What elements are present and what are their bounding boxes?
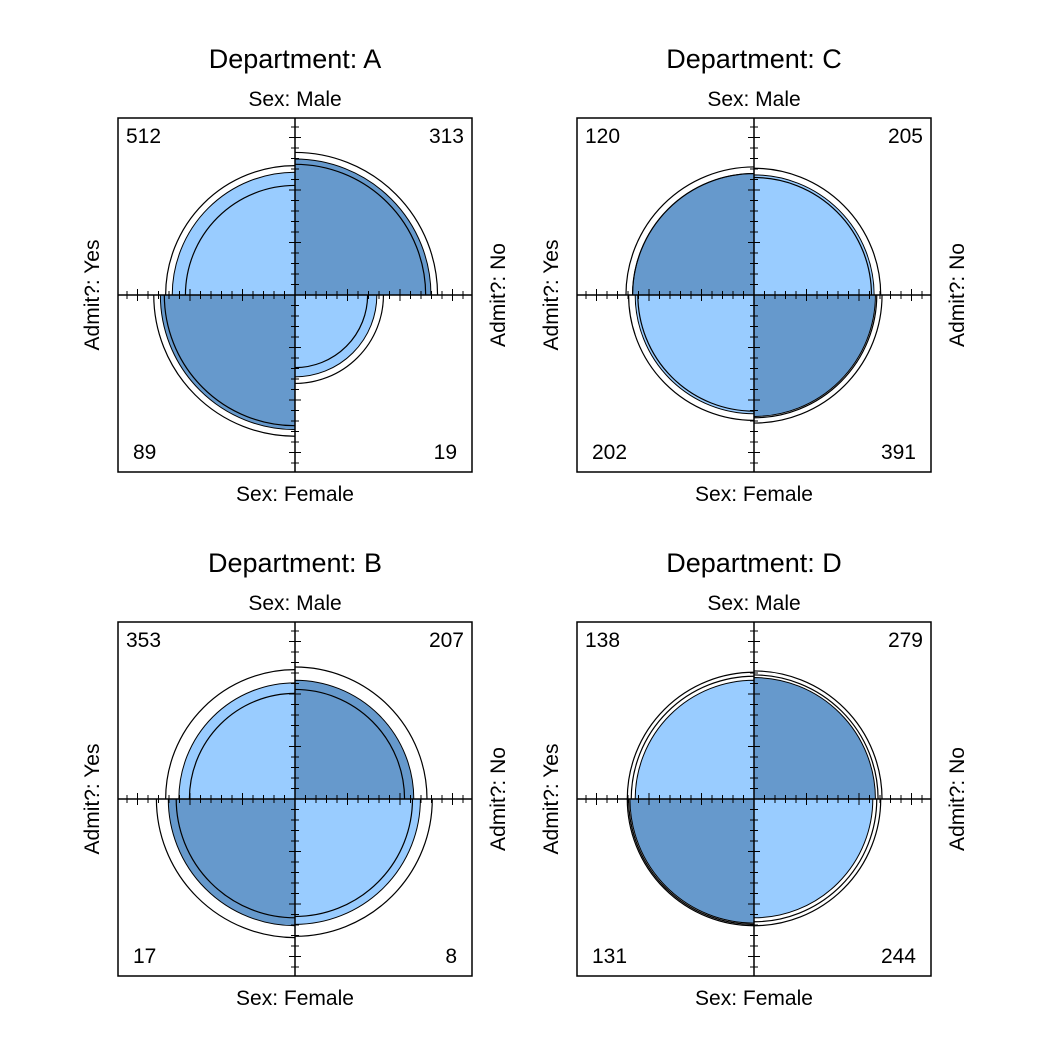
bottom-label: Sex: Female bbox=[236, 987, 354, 1010]
wedge-female-no bbox=[294, 294, 378, 378]
wedge-male-no bbox=[294, 158, 432, 296]
wedge-male-yes bbox=[171, 171, 296, 296]
ci-inner-male-no bbox=[753, 674, 879, 800]
panel-title: Department: C bbox=[666, 44, 842, 74]
panel-1: Department: A Sex: Male Sex: Female Admit?:… bbox=[81, 44, 510, 506]
count-male-yes: 138 bbox=[585, 629, 620, 652]
ci-outer-female-no bbox=[753, 798, 882, 927]
ci-outer-male-no bbox=[294, 151, 439, 296]
count-male-yes: 512 bbox=[126, 125, 161, 148]
bottom-label: Sex: Female bbox=[695, 483, 813, 506]
ci-inner-female-yes bbox=[163, 294, 296, 427]
bottom-label: Sex: Female bbox=[236, 483, 354, 506]
ci-inner-male-yes bbox=[630, 675, 755, 800]
ci-outer-female-yes bbox=[626, 798, 755, 927]
count-female-no: 19 bbox=[434, 441, 457, 464]
ci-inner-male-yes bbox=[188, 692, 296, 800]
top-label: Sex: Male bbox=[248, 88, 341, 111]
wedge-male-no bbox=[294, 679, 415, 800]
count-female-yes: 131 bbox=[592, 945, 627, 968]
wedge-female-yes bbox=[167, 798, 296, 927]
count-male-no: 279 bbox=[888, 629, 923, 652]
wedge-female-yes bbox=[159, 294, 296, 431]
ci-inner-female-no bbox=[753, 798, 878, 923]
count-female-no: 391 bbox=[881, 441, 916, 464]
ci-inner-female-yes bbox=[175, 798, 296, 919]
count-male-no: 207 bbox=[429, 629, 464, 652]
ci-inner-male-no bbox=[294, 688, 406, 800]
ci-inner-female-no bbox=[294, 798, 414, 918]
panel-title: Department: A bbox=[209, 44, 382, 74]
wedge-female-no bbox=[753, 294, 876, 417]
right-label: Admit?: No bbox=[946, 243, 969, 347]
count-male-no: 205 bbox=[888, 125, 923, 148]
count-male-yes: 120 bbox=[585, 125, 620, 148]
panel-title: Department: B bbox=[208, 548, 382, 578]
ci-outer-female-yes bbox=[155, 798, 296, 939]
count-female-yes: 89 bbox=[133, 441, 156, 464]
ci-outer-male-yes bbox=[165, 165, 296, 296]
ci-outer-male-yes bbox=[165, 669, 296, 800]
left-label: Admit?: Yes bbox=[540, 744, 563, 855]
count-male-yes: 353 bbox=[126, 629, 161, 652]
ci-inner-male-no bbox=[294, 163, 427, 296]
ci-inner-female-no bbox=[294, 294, 369, 369]
right-label: Admit?: No bbox=[946, 747, 969, 851]
panels-group: Department: A Sex: Male Sex: Female Admit?:… bbox=[81, 44, 969, 1010]
wedge-male-yes bbox=[178, 682, 296, 800]
top-label: Sex: Male bbox=[707, 592, 800, 615]
count-male-no: 313 bbox=[429, 125, 464, 148]
count-female-no: 8 bbox=[445, 945, 457, 968]
ci-outer-female-no bbox=[294, 798, 433, 937]
panel-2: Department: C Sex: Male Sex: Female Admit?:… bbox=[540, 44, 969, 506]
wedge-male-no bbox=[753, 677, 876, 800]
ci-outer-male-no bbox=[294, 666, 428, 800]
ci-inner-female-yes bbox=[637, 294, 755, 412]
ci-outer-male-yes bbox=[625, 166, 755, 296]
count-female-no: 244 bbox=[881, 945, 916, 968]
right-label: Admit?: No bbox=[487, 747, 510, 851]
ci-outer-female-yes bbox=[628, 294, 755, 421]
wedge-female-yes bbox=[629, 798, 755, 924]
panel-4: Department: D Sex: Male Sex: Female Admit?:… bbox=[540, 548, 969, 1010]
ci-outer-female-yes bbox=[153, 294, 296, 437]
bottom-label: Sex: Female bbox=[695, 987, 813, 1010]
wedge-male-yes bbox=[634, 679, 755, 800]
wedge-female-no bbox=[294, 798, 421, 925]
left-label: Admit?: Yes bbox=[540, 240, 563, 351]
ci-outer-female-no bbox=[294, 294, 385, 385]
ci-inner-male-yes bbox=[631, 172, 755, 296]
ci-outer-male-yes bbox=[626, 671, 755, 800]
ci-outer-male-no bbox=[753, 167, 882, 296]
ci-outer-female-no bbox=[753, 294, 883, 424]
wedge-female-no bbox=[753, 798, 874, 919]
ci-outer-male-no bbox=[753, 670, 883, 800]
top-label: Sex: Male bbox=[707, 88, 800, 111]
right-label: Admit?: No bbox=[487, 243, 510, 347]
ci-inner-male-yes bbox=[184, 184, 296, 296]
ci-inner-female-no bbox=[753, 294, 878, 419]
wedge-male-no bbox=[753, 174, 875, 296]
count-female-yes: 17 bbox=[133, 945, 156, 968]
ci-inner-male-no bbox=[753, 176, 873, 296]
count-female-yes: 202 bbox=[592, 441, 627, 464]
ci-inner-female-yes bbox=[628, 798, 755, 925]
panel-3: Department: B Sex: Male Sex: Female Admit?:… bbox=[81, 548, 510, 1010]
panel-title: Department: D bbox=[666, 548, 842, 578]
left-label: Admit?: Yes bbox=[81, 744, 104, 855]
left-label: Admit?: Yes bbox=[81, 240, 104, 351]
top-label: Sex: Male bbox=[248, 592, 341, 615]
wedge-female-yes bbox=[634, 294, 755, 415]
